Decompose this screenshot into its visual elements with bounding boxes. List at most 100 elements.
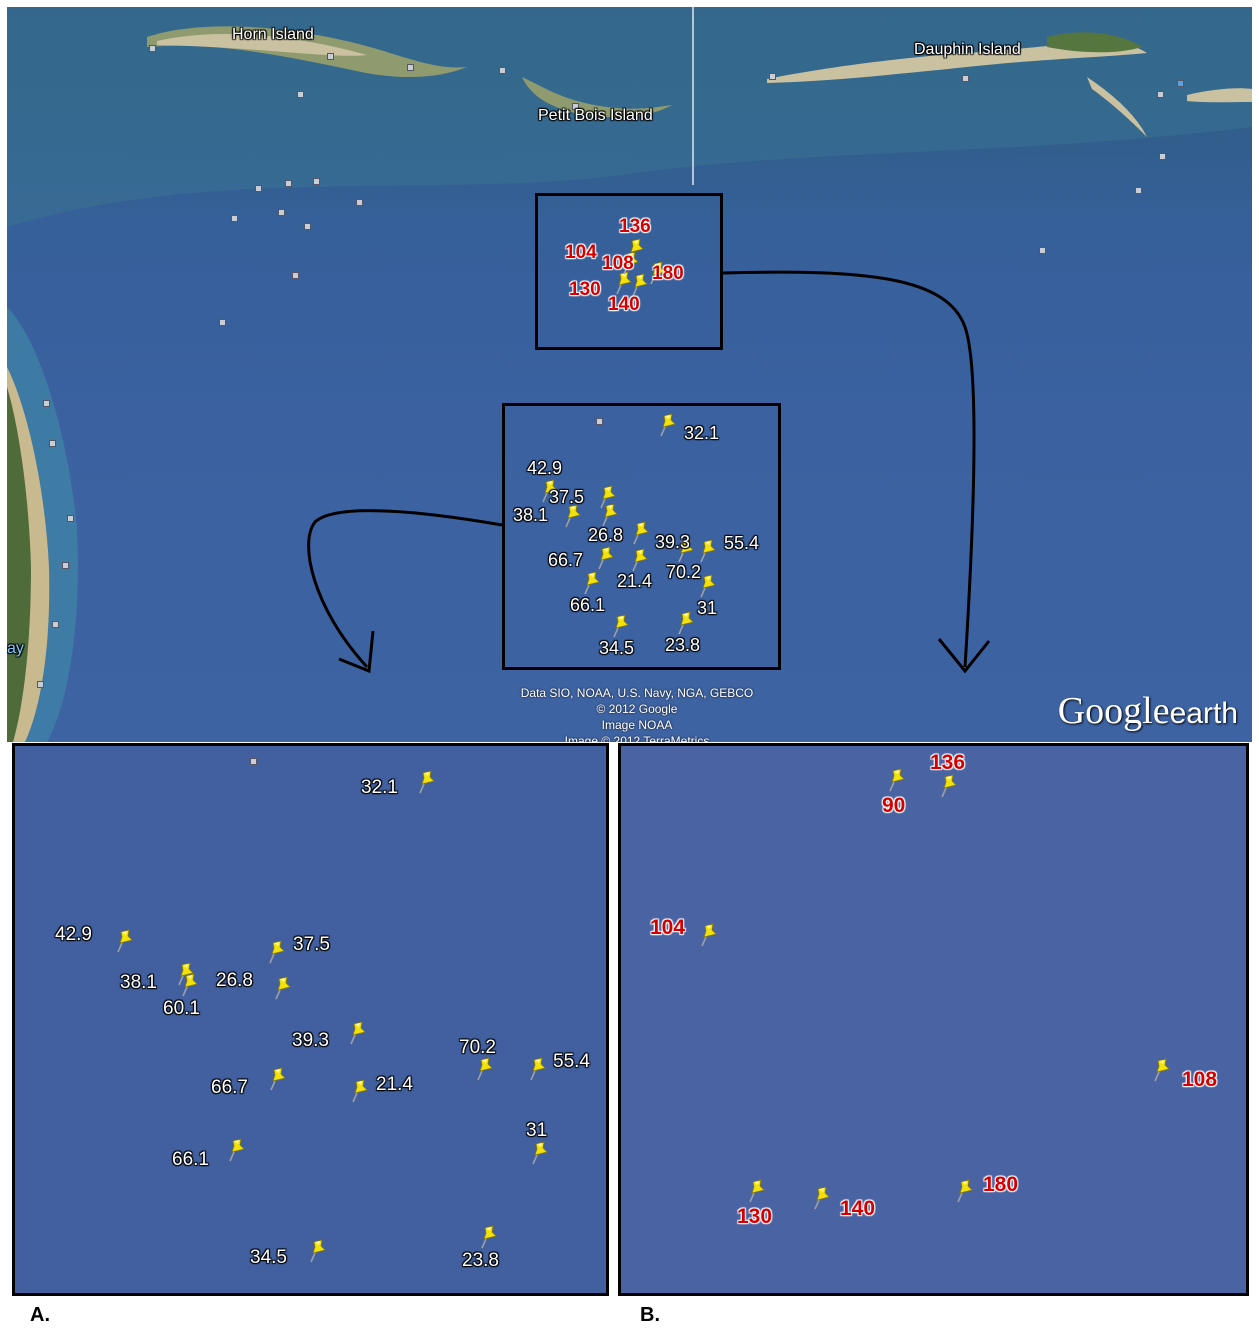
station-marker	[219, 319, 226, 326]
place-label-bay: ay	[7, 640, 24, 657]
site-label: 90	[882, 794, 906, 817]
inset-label: 55.4	[724, 533, 760, 553]
station-marker	[250, 758, 257, 765]
station-marker	[52, 621, 59, 628]
pin-icon	[531, 1139, 549, 1165]
site-label: 66.7	[211, 1077, 248, 1098]
inset-label: 26.8	[588, 525, 624, 545]
site-label: 130	[737, 1205, 773, 1228]
inset-box-white	[502, 403, 781, 670]
pin-icon	[700, 921, 718, 947]
credit-line: © 2012 Google	[596, 702, 678, 716]
pin-icon	[748, 1177, 766, 1203]
pin-icon	[268, 938, 286, 964]
inset-box-red	[535, 193, 723, 350]
pin-icon	[583, 569, 601, 595]
inset-label: 42.9	[527, 458, 563, 478]
pin-icon	[529, 1055, 547, 1081]
pin-icon	[597, 544, 615, 570]
site-label: 60.1	[163, 998, 200, 1019]
site-label: 136	[930, 751, 966, 774]
pin-icon	[269, 1065, 287, 1091]
station-marker	[37, 681, 44, 688]
station-marker	[1135, 187, 1142, 194]
place-label-dauphin-island: Dauphin Island	[914, 41, 1021, 58]
inset-label: 66.1	[570, 595, 606, 615]
pin-icon	[888, 766, 906, 792]
pin-icon	[956, 1177, 974, 1203]
station-marker	[572, 103, 579, 110]
station-marker	[49, 440, 56, 447]
credit-line: Image NOAA	[601, 718, 673, 732]
inset-label: 32.1	[684, 423, 720, 443]
inset-label: 23.8	[665, 635, 701, 655]
site-label: 23.8	[462, 1250, 499, 1271]
station-marker	[278, 209, 285, 216]
credit-line: Data SIO, NOAA, U.S. Navy, NGA, GEBCO	[520, 686, 754, 700]
station-marker	[43, 400, 50, 407]
pin-icon	[659, 411, 677, 437]
station-marker	[407, 64, 414, 71]
inset-label: 21.4	[617, 571, 653, 591]
pin-icon	[601, 501, 619, 527]
pin-icon	[1153, 1056, 1171, 1082]
credit-line: Image © 2012 TerraMetrics	[564, 734, 710, 742]
station-marker	[304, 223, 311, 230]
site-label: 70.2	[459, 1037, 496, 1058]
station-marker	[297, 91, 304, 98]
station-marker	[1177, 80, 1184, 87]
station-marker	[285, 180, 292, 187]
pin-icon	[418, 768, 436, 794]
station-marker	[67, 515, 74, 522]
pin-icon	[631, 546, 649, 572]
site-label: 34.5	[250, 1247, 287, 1268]
site-label: 42.9	[55, 924, 92, 945]
site-label: 180	[983, 1173, 1019, 1196]
inset-label: 38.1	[513, 505, 549, 525]
station-marker	[1157, 91, 1164, 98]
site-label: 26.8	[216, 970, 253, 991]
place-label-petit-bois-island: Petit Bois Island	[538, 107, 653, 124]
inset-label: 34.5	[599, 638, 635, 658]
inset-label: 70.2	[666, 562, 702, 582]
coastline-layer	[7, 7, 1252, 742]
site-label: 66.1	[172, 1149, 209, 1170]
site-label: 104	[650, 916, 686, 939]
inset-label: 66.7	[548, 550, 584, 570]
imagery-credits: Data SIO, NOAA, U.S. Navy, NGA, GEBCO © …	[447, 685, 827, 742]
pin-icon	[699, 537, 717, 563]
station-marker	[962, 75, 969, 82]
google-earth-logo: Googleearth	[1058, 689, 1238, 733]
site-label: 21.4	[376, 1074, 413, 1095]
panel-letter-a: A.	[30, 1304, 50, 1326]
site-label: 55.4	[553, 1051, 590, 1072]
panel-b-zoomed-map: 136 90 104 108 130 140 180	[618, 743, 1249, 1296]
station-marker	[327, 53, 334, 60]
station-marker	[62, 562, 69, 569]
inset-label: 39.3	[655, 532, 691, 552]
pin-icon	[351, 1077, 369, 1103]
pin-icon	[677, 609, 695, 635]
pin-icon	[309, 1237, 327, 1263]
station-marker	[149, 45, 156, 52]
station-marker	[499, 67, 506, 74]
station-marker	[255, 185, 262, 192]
pin-icon	[813, 1184, 831, 1210]
pin-icon	[349, 1019, 367, 1045]
panel-a-zoomed-map: 32.1 42.9 37.5 38.1 26.8 60.1 39.3 70.2 …	[12, 743, 609, 1296]
station-marker	[292, 272, 299, 279]
site-label: 39.3	[292, 1030, 329, 1051]
pin-icon	[612, 612, 630, 638]
pin-icon	[116, 927, 134, 953]
inset-label: 136	[619, 216, 651, 237]
station-marker	[313, 178, 320, 185]
inset-label: 108	[602, 253, 634, 274]
inset-label: 31	[697, 598, 718, 618]
pin-icon	[228, 1136, 246, 1162]
station-marker	[231, 215, 238, 222]
inset-label: 180	[652, 263, 684, 284]
pin-icon	[181, 971, 199, 997]
site-label: 140	[840, 1197, 876, 1220]
pin-icon	[940, 772, 958, 798]
station-marker	[596, 418, 603, 425]
